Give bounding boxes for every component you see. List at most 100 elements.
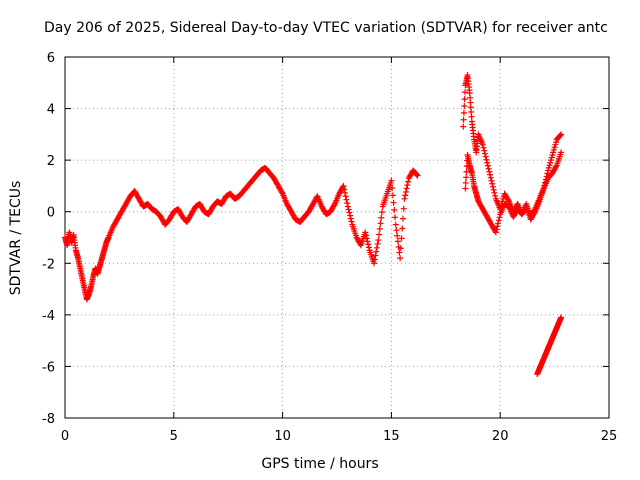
data-point (365, 244, 372, 251)
data-point (344, 203, 351, 210)
data-point (397, 245, 404, 252)
x-tick-label: 15 (383, 429, 400, 444)
data-point (496, 214, 503, 221)
data-point (394, 232, 401, 239)
data-point (480, 144, 487, 151)
data-point (342, 193, 349, 200)
data-points (62, 72, 565, 378)
data-point (489, 180, 496, 187)
data-point (558, 314, 565, 321)
data-point (364, 238, 371, 245)
data-point (495, 217, 502, 224)
series-segment-3 (462, 149, 565, 236)
data-point (400, 205, 407, 212)
data-point (492, 192, 499, 199)
data-point (484, 159, 491, 166)
data-point (389, 192, 396, 199)
data-point (460, 116, 467, 123)
y-tick-label: -2 (42, 257, 55, 272)
data-point (363, 232, 370, 239)
y-tick-label: 6 (47, 51, 55, 66)
data-point (376, 231, 383, 238)
chart-title: Day 206 of 2025, Sidereal Day-to-day VTE… (44, 20, 608, 36)
data-point (414, 172, 421, 179)
data-point (397, 255, 404, 262)
data-point (365, 241, 372, 248)
data-point (375, 237, 382, 244)
data-point (462, 179, 469, 186)
series-segment-4 (534, 314, 565, 378)
data-point (363, 235, 370, 242)
data-point (345, 206, 352, 213)
data-point (371, 256, 378, 263)
data-point (389, 185, 396, 192)
x-tick-label: 5 (170, 429, 178, 444)
x-tick-label: 0 (61, 429, 69, 444)
data-point (461, 96, 468, 103)
data-point (344, 200, 351, 207)
axis-ticks: 0 5 10 15 20 25 -8 -6 -4 -2 0 2 4 6 (42, 51, 617, 444)
data-point (370, 260, 377, 267)
data-point (413, 171, 420, 178)
data-point (343, 196, 350, 203)
data-point (484, 162, 491, 169)
data-point (483, 156, 490, 163)
data-point (482, 153, 489, 160)
data-point (463, 168, 470, 175)
data-point (405, 178, 412, 185)
data-point (481, 150, 488, 157)
y-tick-label: -8 (42, 412, 55, 427)
data-point (463, 174, 470, 181)
data-point (488, 177, 495, 184)
data-point (403, 185, 410, 192)
data-point (376, 225, 383, 232)
data-point (493, 226, 500, 233)
data-point (492, 229, 499, 236)
data-point (378, 214, 385, 221)
data-point (481, 147, 488, 154)
data-point (346, 209, 353, 216)
data-point (391, 206, 398, 213)
data-point (393, 227, 400, 234)
data-point (557, 132, 564, 139)
data-point (462, 89, 469, 96)
grid-lines (65, 57, 609, 418)
data-point (489, 183, 496, 190)
plot-frame (64, 56, 610, 419)
data-point (400, 215, 407, 222)
data-point (392, 214, 399, 221)
data-point (331, 202, 338, 209)
data-point (553, 163, 560, 170)
data-point (362, 229, 369, 236)
data-point (558, 149, 565, 156)
x-tick-label: 20 (492, 429, 509, 444)
data-point (390, 199, 397, 206)
data-point (486, 168, 493, 175)
y-tick-label: 4 (47, 103, 55, 118)
y-tick-label: -4 (42, 309, 55, 324)
y-tick-label: -6 (42, 360, 55, 375)
data-point (404, 182, 411, 189)
x-tick-label: 10 (274, 429, 291, 444)
data-point (341, 186, 348, 193)
data-point (372, 252, 379, 259)
data-point (494, 223, 501, 230)
data-point (401, 195, 408, 202)
data-point (490, 186, 497, 193)
x-tick-label: 25 (601, 429, 618, 444)
data-point (373, 244, 380, 251)
series-segment-1 (62, 164, 421, 303)
data-point (460, 109, 467, 116)
y-tick-label: 0 (47, 206, 55, 221)
data-point (402, 188, 409, 195)
data-point (347, 215, 354, 222)
data-point (479, 141, 486, 148)
data-point (378, 209, 385, 216)
data-point (399, 225, 406, 232)
data-point (347, 212, 354, 219)
data-point (278, 189, 285, 196)
data-point (398, 235, 405, 242)
data-point (487, 174, 494, 181)
data-point (348, 218, 355, 225)
